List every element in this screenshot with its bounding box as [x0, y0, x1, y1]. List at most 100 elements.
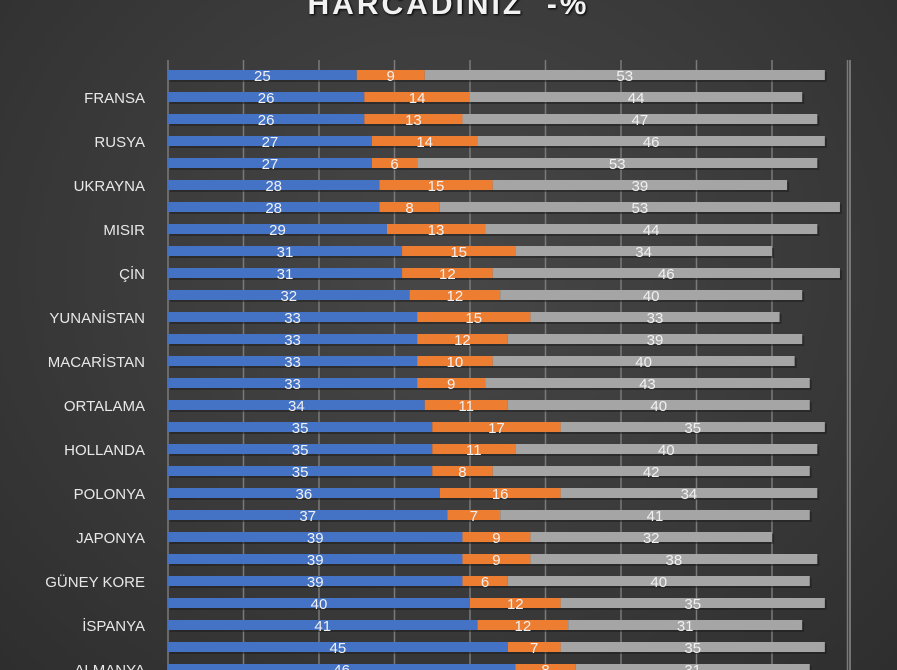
data-label: 44: [643, 222, 660, 239]
bar-segment-series-1: [168, 576, 463, 586]
bar-segment-series-2: [424, 400, 508, 410]
bar-segment-series-3: [560, 642, 825, 652]
bar-segment-series-1: [168, 532, 463, 542]
bar-segment-series-2: [417, 312, 531, 322]
bar-row: ORTALAMA 34 11 40: [64, 398, 812, 415]
bar-row: 26 13 47: [168, 112, 820, 129]
bar-segment-series-2: [477, 620, 569, 630]
bar-segment-series-2: [439, 488, 561, 498]
data-label: 32: [643, 530, 660, 547]
data-label: 35: [684, 420, 701, 437]
data-label: 39: [307, 530, 324, 547]
bar-segment-series-3: [530, 312, 780, 322]
bar-row: 40 12 35: [168, 596, 827, 613]
chart-title: HARCADINIZ -%: [307, 0, 590, 21]
bar-segment-series-1: [168, 444, 433, 454]
bar-segment-series-2: [462, 576, 508, 586]
data-label: 13: [428, 222, 445, 239]
bar-segment-series-2: [417, 334, 508, 344]
bar-segment-series-1: [168, 422, 433, 432]
data-label: 9: [387, 68, 395, 85]
data-label: 35: [684, 596, 701, 613]
data-label: 7: [470, 508, 478, 525]
category-label: JAPONYA: [76, 530, 145, 547]
bar-segment-series-1: [168, 70, 357, 80]
bar-segment-series-2: [386, 224, 486, 234]
data-label: 8: [541, 662, 549, 670]
data-label: 28: [265, 178, 282, 195]
bar-row: RUSYA 27 14 46: [94, 134, 827, 151]
bar-segment-series-2: [364, 92, 470, 102]
bar-segment-series-3: [530, 532, 772, 542]
category-label: MACARİSTAN: [48, 353, 145, 371]
bar-row: MACARİSTAN 33 10 40: [48, 353, 797, 371]
data-label: 53: [609, 156, 626, 173]
category-label: ALMANYA: [74, 662, 145, 670]
bar-segment-series-3: [439, 202, 840, 212]
data-label: 41: [314, 618, 331, 635]
data-label: 47: [632, 112, 649, 129]
bar-segment-series-3: [492, 466, 810, 476]
data-label: 35: [292, 420, 309, 437]
category-label: YUNANİSTAN: [49, 309, 145, 327]
bar-segment-series-3: [492, 180, 788, 190]
data-label: 16: [492, 486, 509, 503]
data-label: 14: [409, 90, 426, 107]
bar-row: İSPANYA 41 12 31: [82, 617, 805, 635]
bar-segment-series-1: [168, 114, 365, 124]
data-label: 37: [299, 508, 316, 525]
bar-segment-series-2: [432, 466, 493, 476]
data-label: 6: [481, 574, 489, 591]
data-label: 15: [450, 244, 467, 261]
bar-segment-series-2: [402, 268, 493, 278]
bar-segment-series-1: [168, 92, 365, 102]
bar-row: 28 8 53: [168, 200, 842, 217]
data-label: 12: [454, 332, 471, 349]
bar-row: 33 9 43: [168, 376, 812, 393]
data-label: 33: [284, 310, 301, 327]
bar-segment-series-1: [168, 246, 403, 256]
data-label: 39: [647, 332, 664, 349]
bar-row: HOLLANDA 35 11 40: [64, 442, 820, 459]
data-label: 26: [258, 112, 275, 129]
data-label: 6: [390, 156, 398, 173]
bar-segment-series-2: [507, 642, 561, 652]
data-label: 7: [530, 640, 538, 657]
bar-segment-series-1: [168, 642, 508, 652]
data-label: 13: [405, 112, 422, 129]
data-label: 34: [635, 244, 652, 261]
data-label: 40: [650, 574, 667, 591]
data-label: 28: [265, 200, 282, 217]
data-label: 27: [262, 134, 279, 151]
data-label: 31: [277, 244, 294, 261]
bar-segment-series-3: [462, 114, 818, 124]
bar-row: POLONYA 36 16 34: [74, 486, 820, 503]
bar-segment-series-3: [500, 290, 803, 300]
data-label: 39: [307, 574, 324, 591]
bar-row: ALMANYA 46 8 31: [74, 662, 812, 670]
bar-segment-series-1: [168, 356, 418, 366]
data-label: 8: [458, 464, 466, 481]
bar-segment-series-2: [417, 378, 486, 388]
bar-row: UKRAYNA 28 15 39: [74, 178, 790, 195]
bar-row: 35 8 42: [168, 464, 812, 481]
data-label: 35: [684, 640, 701, 657]
bar-segment-series-3: [507, 334, 803, 344]
category-label: ÇİN: [119, 265, 145, 283]
bar-segment-series-3: [515, 246, 772, 256]
bar-segment-series-2: [432, 444, 516, 454]
data-label: 15: [465, 310, 482, 327]
bar-segment-series-3: [560, 598, 825, 608]
bar-segment-series-2: [371, 136, 478, 146]
data-label: 40: [658, 442, 675, 459]
bar-segment-series-2: [515, 664, 576, 670]
data-label: 17: [488, 420, 505, 437]
bar-row: FRANSA 26 14 44: [84, 90, 805, 107]
category-label: POLONYA: [74, 486, 145, 503]
bar-segment-series-2: [447, 510, 501, 520]
category-label: HOLLANDA: [64, 442, 145, 459]
data-label: 53: [632, 200, 649, 217]
bar-segment-series-1: [168, 400, 425, 410]
bar-segment-series-3: [560, 422, 825, 432]
data-label: 41: [647, 508, 664, 525]
